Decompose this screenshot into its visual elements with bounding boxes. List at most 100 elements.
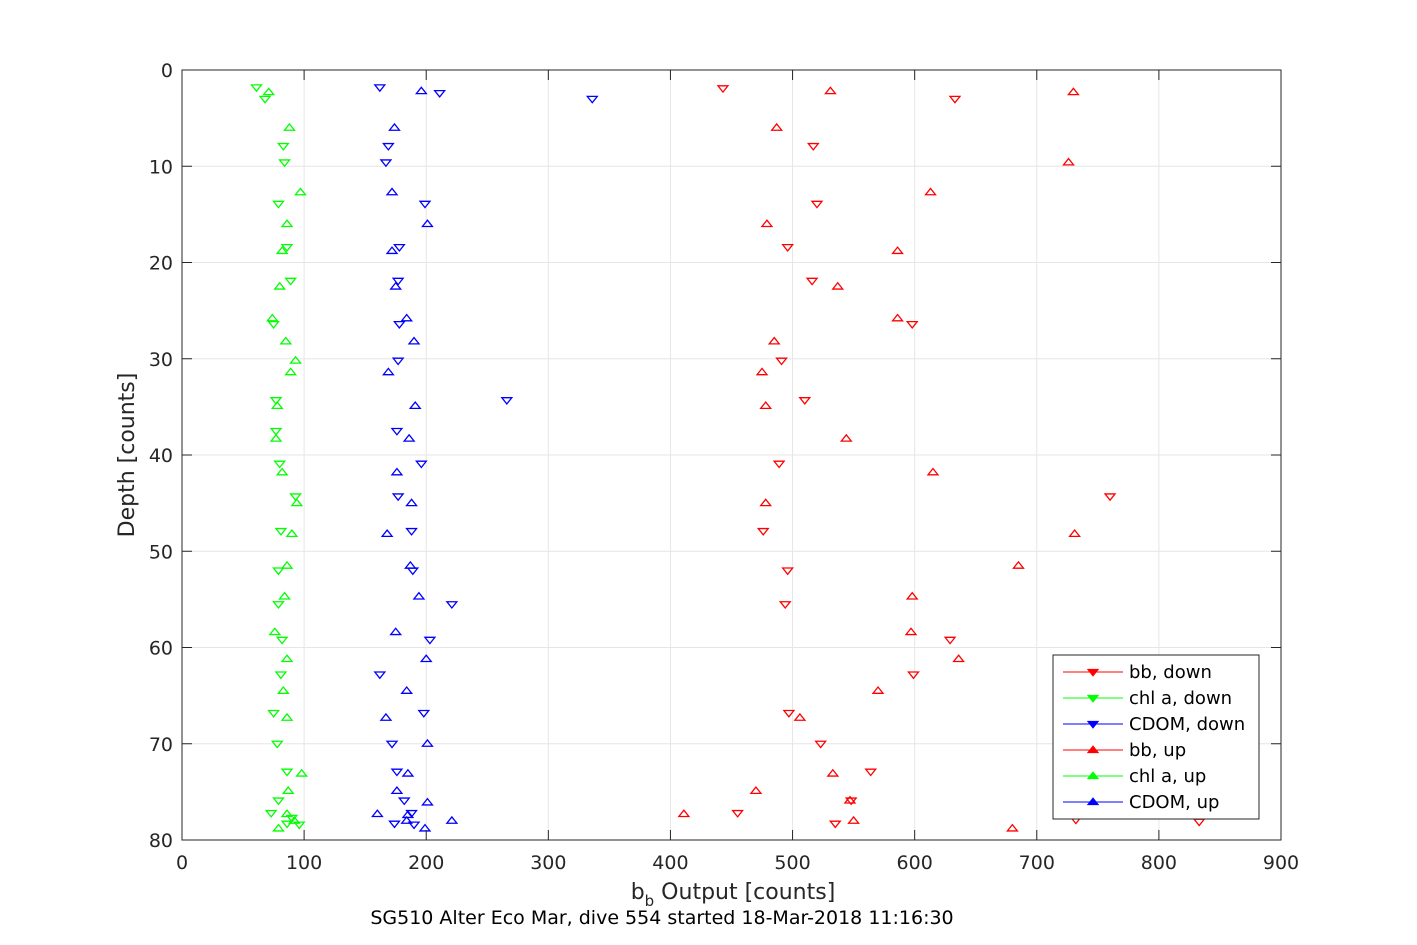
data-point — [423, 636, 437, 645]
data-point — [1062, 157, 1075, 166]
data-point — [1067, 87, 1080, 96]
x-tick-label: 600 — [897, 852, 933, 874]
data-point — [277, 142, 290, 151]
y-tick-label: 50 — [149, 541, 173, 563]
data-point — [1012, 560, 1025, 569]
data-point — [275, 246, 289, 255]
data-point — [388, 820, 401, 829]
data-point — [417, 709, 431, 718]
data-point — [907, 671, 920, 680]
data-point — [419, 654, 433, 663]
legend-marker — [1086, 745, 1100, 754]
data-point — [905, 591, 919, 600]
legend-marker — [1086, 797, 1100, 806]
data-point — [391, 493, 405, 502]
data-point — [756, 527, 770, 536]
legend-entry: chl a, up — [1063, 766, 1206, 787]
data-point — [272, 601, 285, 610]
x-tick-label: 900 — [1263, 852, 1299, 874]
data-point — [397, 797, 411, 806]
data-point — [272, 567, 285, 576]
data-point — [287, 815, 301, 824]
legend-entry: CDOM, down — [1063, 714, 1245, 735]
data-point — [269, 397, 283, 406]
legend-label: bb, up — [1129, 740, 1186, 761]
data-point — [272, 823, 285, 832]
data-point — [407, 336, 421, 345]
legend-marker — [1086, 668, 1100, 677]
data-point — [405, 809, 418, 818]
data-point — [400, 313, 414, 322]
data-point — [272, 200, 285, 209]
x-tick-label: 800 — [1141, 852, 1177, 874]
data-point — [382, 367, 395, 376]
legend-entry: chl a, down — [1063, 688, 1232, 709]
data-point — [385, 246, 399, 255]
data-point — [775, 357, 788, 366]
data-point — [445, 601, 459, 610]
data-point — [280, 243, 294, 252]
x-axis-label: bb Output [counts] — [631, 880, 836, 910]
data-point — [270, 401, 284, 410]
data-point — [847, 815, 860, 824]
data-point — [400, 815, 414, 824]
data-point — [806, 142, 820, 151]
data-point — [269, 433, 283, 442]
data-point — [778, 601, 792, 610]
data-point — [285, 529, 299, 538]
data-point — [871, 685, 885, 694]
data-point — [389, 627, 403, 636]
data-point — [400, 685, 414, 694]
data-point — [782, 709, 796, 718]
legend-label: CDOM, up — [1129, 792, 1219, 813]
data-point — [781, 243, 795, 252]
data-point — [266, 313, 279, 322]
data-point — [952, 654, 965, 663]
data-point — [280, 560, 294, 569]
x-tick-label: 200 — [408, 852, 444, 874]
series-2 — [373, 84, 599, 830]
data-point — [275, 467, 289, 476]
data-point — [280, 809, 294, 818]
data-point — [759, 401, 773, 410]
data-point — [294, 187, 307, 196]
x-tick-label: 300 — [530, 852, 566, 874]
data-point — [274, 671, 288, 680]
data-point — [810, 200, 824, 209]
data-point — [798, 397, 812, 406]
data-point — [445, 815, 459, 824]
data-point — [755, 367, 769, 376]
x-tick-label: 100 — [286, 852, 322, 874]
data-point — [391, 357, 405, 366]
data-point — [824, 86, 837, 95]
data-point — [500, 397, 514, 406]
data-point — [926, 467, 940, 476]
data-point — [948, 95, 962, 104]
data-point — [402, 433, 416, 442]
data-point — [262, 87, 276, 96]
data-point — [826, 768, 840, 777]
axes — [181, 69, 1282, 841]
data-point — [843, 795, 857, 804]
legend-label: bb, down — [1129, 662, 1212, 683]
data-point — [391, 277, 405, 286]
data-point — [943, 636, 957, 645]
legend: bb, down chl a, down CDOM, down bb, up chl a… — [1052, 654, 1260, 820]
data-point — [393, 320, 406, 329]
data-point — [1006, 823, 1019, 832]
data-point — [793, 712, 807, 721]
y-tick-label: 80 — [149, 830, 173, 852]
data-point — [250, 84, 263, 93]
x-tick-label: 700 — [1019, 852, 1055, 874]
y-tick-label: 40 — [149, 445, 173, 467]
data-point — [401, 768, 415, 777]
data-point — [388, 122, 401, 131]
x-axis-label-subscript: b — [645, 892, 655, 910]
data-point — [414, 86, 428, 95]
data-point — [284, 367, 298, 376]
x-axis-label-rest: Output [counts] — [654, 880, 835, 905]
data-point — [268, 627, 282, 636]
series-0 — [716, 85, 1206, 829]
legend-marker — [1086, 771, 1100, 780]
